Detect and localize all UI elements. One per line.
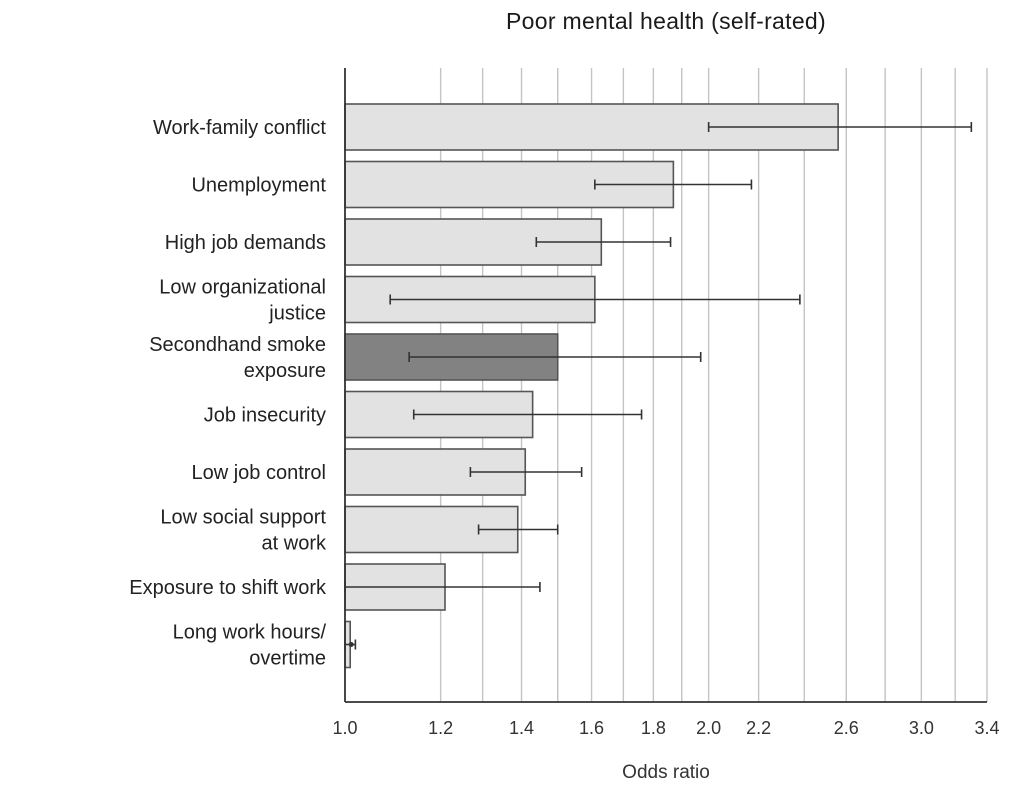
category-label: Low social support bbox=[160, 507, 326, 529]
chart-title: Poor mental health (self-rated) bbox=[506, 8, 826, 34]
category-label: exposure bbox=[244, 360, 326, 382]
category-label: Secondhand smoke bbox=[149, 334, 326, 356]
category-label: justice bbox=[268, 303, 326, 325]
category-label: Unemployment bbox=[191, 175, 326, 197]
category-label: High job demands bbox=[165, 232, 326, 254]
category-label: Long work hours/ bbox=[173, 622, 327, 644]
x-tick-label: 1.8 bbox=[641, 718, 666, 738]
x-tick-label: 3.4 bbox=[974, 718, 999, 738]
x-axis-label: Odds ratio bbox=[622, 762, 710, 783]
x-tick-label: 3.0 bbox=[909, 718, 934, 738]
x-tick-label: 2.2 bbox=[746, 718, 771, 738]
x-tick-label: 1.4 bbox=[509, 718, 534, 738]
category-label: overtime bbox=[249, 648, 326, 670]
category-label: Exposure to shift work bbox=[129, 577, 327, 599]
x-tick-label: 2.0 bbox=[696, 718, 721, 738]
category-label: Work-family conflict bbox=[153, 117, 326, 139]
category-label: Low organizational bbox=[159, 277, 326, 299]
category-label: Job insecurity bbox=[204, 405, 326, 427]
category-label: Low job control bbox=[191, 462, 326, 484]
point-marker bbox=[348, 642, 354, 647]
x-tick-label: 2.6 bbox=[834, 718, 859, 738]
x-tick-label: 1.6 bbox=[579, 718, 604, 738]
x-tick-label: 1.2 bbox=[428, 718, 453, 738]
x-tick-label: 1.0 bbox=[332, 718, 357, 738]
category-label: at work bbox=[262, 533, 327, 555]
